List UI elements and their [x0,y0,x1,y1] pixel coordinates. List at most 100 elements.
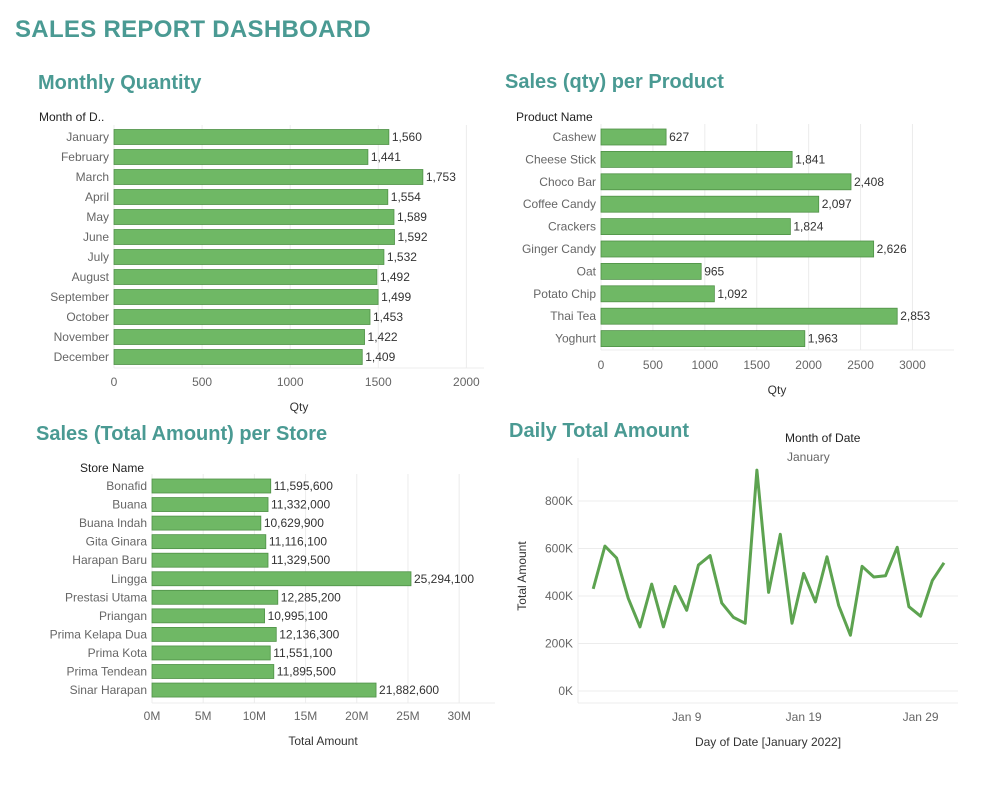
daily-amount-title: Daily Total Amount [509,420,689,442]
product-category-cashew: Cashew [553,130,597,144]
monthly-bar-november [113,329,365,345]
product-x-tick-label: 0 [598,358,605,372]
store-bar-prima-tendean [151,664,275,679]
store-bar-priangan [151,608,265,624]
store-category-sinar-harapan: Sinar Harapan [70,683,147,697]
store-row-header: Store Name [80,461,144,475]
store-category-prima-kelapa-dua: Prima Kelapa Dua [50,627,148,641]
monthly-bar-march [113,169,424,185]
monthly-x-tick-label: 1000 [277,375,304,389]
monthly-category-september: September [50,290,109,304]
store-value-label-prima-tendean: 11,895,500 [277,665,336,679]
store-x-tick-label: 10M [243,709,266,723]
store-value-label-prestasi-utama: 12,285,200 [281,590,341,604]
product-category-cheese-stick: Cheese Stick [525,152,597,166]
monthly-bar-february [113,149,369,165]
daily-x-tick-label: Jan 9 [672,710,702,724]
store-bar-prestasi-utama [151,589,279,605]
product-value-label-cheese-stick: 1,841 [795,152,825,166]
monthly-x-tick-label: 0 [111,375,118,389]
product-bar-ginger-candy [600,240,875,258]
monthly-category-january: January [66,130,109,144]
store-value-label-sinar-harapan: 21,882,600 [379,683,439,697]
monthly-category-november: November [54,330,109,344]
monthly-category-october: October [66,310,109,324]
monthly-bar-january [113,129,390,145]
monthly-value-label-may: 1,589 [397,210,427,224]
monthly-value-label-february: 1,441 [371,150,401,164]
store-value-label-priangan: 10,995,100 [268,609,328,623]
store-category-gita-ginara: Gita Ginara [86,535,148,549]
monthly-category-february: February [61,150,109,164]
monthly-category-april: April [85,190,109,204]
product-category-coffee-candy: Coffee Candy [523,197,596,211]
product-category-thai-tea: Thai Tea [550,309,596,323]
monthly-x-tick-label: 500 [192,375,212,389]
store-value-label-harapan-baru: 11,329,500 [271,553,330,567]
monthly-value-label-january: 1,560 [392,130,422,144]
product-x-tick-label: 2000 [795,358,822,372]
product-category-yoghurt: Yoghurt [555,332,597,346]
store-bar-lingga [151,571,412,587]
monthly-category-december: December [54,350,109,364]
store-value-label-gita-ginara: 11,116,100 [269,535,328,549]
product-bar-choco-bar [600,173,852,191]
monthly-bar-june [113,229,395,245]
monthly-value-label-september: 1,499 [381,290,411,304]
product-sales-title: Sales (qty) per Product [505,71,724,93]
daily-x-tick-label: Jan 19 [786,710,822,724]
monthly-bar-september [113,289,379,305]
product-bar-crackers [600,218,791,236]
monthly-value-label-december: 1,409 [365,350,395,364]
store-value-label-lingga: 25,294,100 [414,572,474,586]
store-category-bonafid: Bonafid [106,479,147,493]
product-category-ginger-candy: Ginger Candy [522,242,596,256]
store-sales-title: Sales (Total Amount) per Store [36,423,328,445]
store-bar-sinar-harapan [151,682,377,698]
product-category-choco-bar: Choco Bar [539,175,596,189]
monthly-category-august: August [72,270,110,284]
daily-y-tick-label: 600K [545,542,573,556]
store-value-label-prima-kelapa-dua: 12,136,300 [279,627,339,641]
product-value-label-ginger-candy: 2,626 [877,242,907,256]
daily-y-axis-label: Total Amount [515,541,529,611]
store-category-harapan-baru: Harapan Baru [72,553,147,567]
product-value-label-crackers: 1,824 [793,220,823,234]
monthly-bar-july [113,249,385,265]
daily-y-tick-label: 400K [545,589,573,603]
daily-x-axis-label: Day of Date [January 2022] [695,735,841,749]
monthly-quantity-title: Monthly Quantity [38,72,202,94]
store-bar-buana [151,497,269,512]
monthly-bar-december [113,349,363,365]
monthly-value-label-november: 1,422 [368,330,398,344]
dashboard-title: SALES REPORT DASHBOARD [15,16,371,43]
daily-legend-item-january: January [787,450,830,464]
monthly-x-axis-label: Qty [290,400,309,414]
daily-x-tick-label: Jan 29 [903,710,939,724]
product-value-label-thai-tea: 2,853 [900,309,930,323]
product-category-oat: Oat [577,264,597,278]
store-value-label-buana-indah: 10,629,900 [264,516,324,530]
store-x-tick-label: 0M [144,709,161,723]
monthly-x-tick-label: 2000 [453,375,480,389]
product-value-label-yoghurt: 1,963 [808,332,838,346]
monthly-bar-august [113,269,378,285]
store-category-prestasi-utama: Prestasi Utama [65,590,147,604]
product-value-label-coffee-candy: 2,097 [822,197,852,211]
store-category-buana: Buana [112,498,147,512]
store-bar-bonafid [151,478,272,494]
store-x-tick-label: 15M [294,709,317,723]
store-category-prima-kota: Prima Kota [88,646,148,660]
monthly-category-may: May [86,210,109,224]
store-category-priangan: Priangan [99,609,147,623]
product-bar-thai-tea [600,307,898,325]
product-value-label-cashew: 627 [669,130,689,144]
monthly-bar-may [113,209,395,225]
product-value-label-potato-chip: 1,092 [717,287,747,301]
product-x-tick-label: 2500 [847,358,874,372]
store-bar-buana-indah [151,515,262,531]
monthly-bar-april [113,189,389,205]
